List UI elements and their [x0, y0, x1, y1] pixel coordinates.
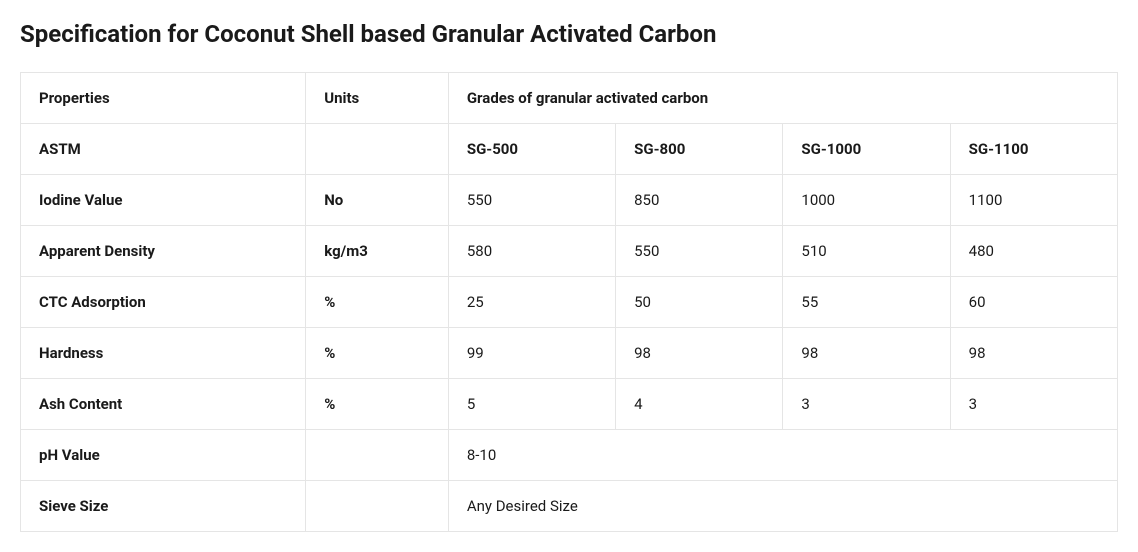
row-label: pH Value [21, 430, 306, 481]
row-value: 550 [616, 226, 783, 277]
row-units: % [306, 328, 449, 379]
row-label: Iodine Value [21, 175, 306, 226]
row-units [306, 430, 449, 481]
row-units: No [306, 175, 449, 226]
row-value: 60 [950, 277, 1117, 328]
row-units: % [306, 379, 449, 430]
grade-row-units [306, 124, 449, 175]
row-span-value: 8-10 [448, 430, 1117, 481]
table-row: CTC Adsorption % 25 50 55 60 [21, 277, 1118, 328]
row-value: 580 [448, 226, 615, 277]
row-value: 480 [950, 226, 1117, 277]
row-value: 50 [616, 277, 783, 328]
grade-sg1000: SG-1000 [783, 124, 950, 175]
header-grades: Grades of granular activated carbon [448, 73, 1117, 124]
row-label: Ash Content [21, 379, 306, 430]
row-value: 5 [448, 379, 615, 430]
table-row: Ash Content % 5 4 3 3 [21, 379, 1118, 430]
row-value: 98 [783, 328, 950, 379]
row-value: 99 [448, 328, 615, 379]
row-label: Sieve Size [21, 481, 306, 532]
row-units: % [306, 277, 449, 328]
row-value: 55 [783, 277, 950, 328]
grade-sg500: SG-500 [448, 124, 615, 175]
row-value: 3 [950, 379, 1117, 430]
table-row: Iodine Value No 550 850 1000 1100 [21, 175, 1118, 226]
grade-names-row: ASTM SG-500 SG-800 SG-1000 SG-1100 [21, 124, 1118, 175]
row-value: 1100 [950, 175, 1117, 226]
row-label: Apparent Density [21, 226, 306, 277]
row-span-value: Any Desired Size [448, 481, 1117, 532]
row-units: kg/m3 [306, 226, 449, 277]
row-units [306, 481, 449, 532]
row-value: 510 [783, 226, 950, 277]
page-title: Specification for Coconut Shell based Gr… [20, 20, 1118, 48]
table-row: pH Value 8-10 [21, 430, 1118, 481]
grade-sg1100: SG-1100 [950, 124, 1117, 175]
grade-sg800: SG-800 [616, 124, 783, 175]
row-value: 550 [448, 175, 615, 226]
row-value: 3 [783, 379, 950, 430]
row-value: 98 [616, 328, 783, 379]
row-value: 25 [448, 277, 615, 328]
row-value: 1000 [783, 175, 950, 226]
table-header-row: Properties Units Grades of granular acti… [21, 73, 1118, 124]
row-label: Hardness [21, 328, 306, 379]
grade-row-label: ASTM [21, 124, 306, 175]
row-value: 98 [950, 328, 1117, 379]
header-units: Units [306, 73, 449, 124]
row-label: CTC Adsorption [21, 277, 306, 328]
table-row: Sieve Size Any Desired Size [21, 481, 1118, 532]
table-row: Apparent Density kg/m3 580 550 510 480 [21, 226, 1118, 277]
row-value: 4 [616, 379, 783, 430]
row-value: 850 [616, 175, 783, 226]
table-row: Hardness % 99 98 98 98 [21, 328, 1118, 379]
header-properties: Properties [21, 73, 306, 124]
spec-table: Properties Units Grades of granular acti… [20, 72, 1118, 532]
